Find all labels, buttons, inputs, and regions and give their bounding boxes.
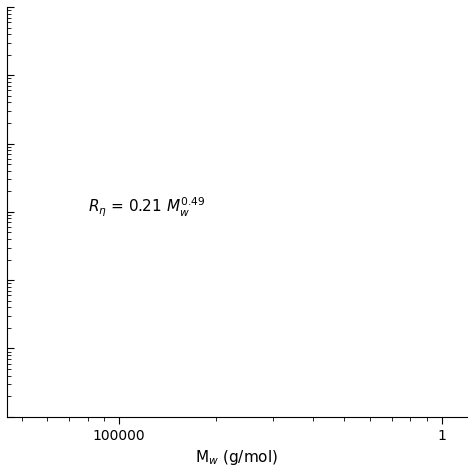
X-axis label: M$_w$ (g/mol): M$_w$ (g/mol)	[195, 448, 279, 467]
Text: $R_{\eta}$ = 0.21 $M_{w}^{0.49}$: $R_{\eta}$ = 0.21 $M_{w}^{0.49}$	[88, 195, 205, 219]
